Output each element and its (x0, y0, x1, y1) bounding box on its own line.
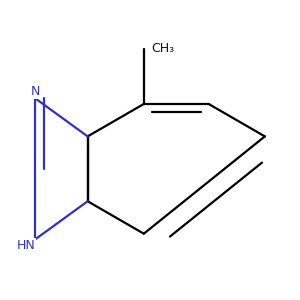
Text: CH₃: CH₃ (152, 42, 175, 55)
Text: HN: HN (16, 239, 35, 252)
Text: N: N (31, 85, 40, 98)
